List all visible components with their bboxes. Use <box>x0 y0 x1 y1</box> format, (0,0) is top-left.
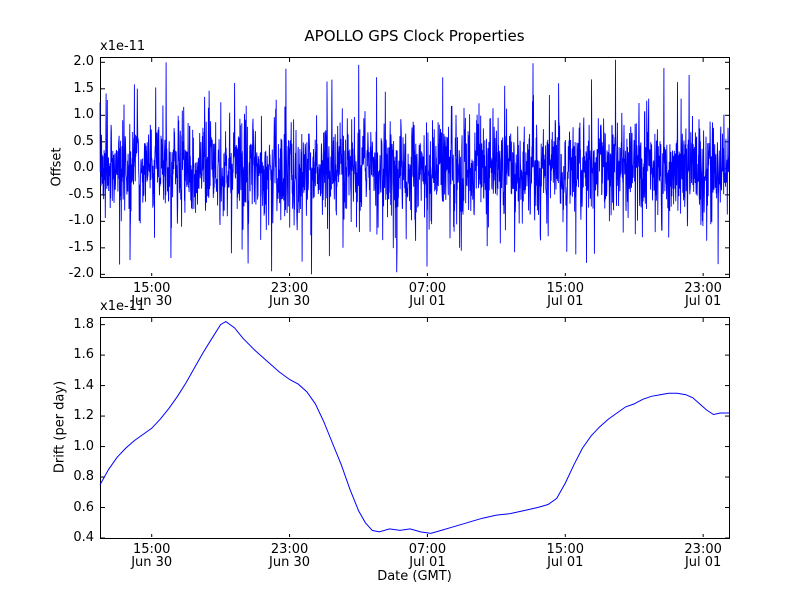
drift-ytick-label: 1.0 <box>73 438 94 454</box>
drift-xtick-date-label: Jun 30 <box>131 555 173 570</box>
drift-ytick-label: 1.2 <box>73 408 94 424</box>
offset-xtick-date-label: Jul 01 <box>684 294 722 309</box>
top-y-scale-label: x1e-11 <box>100 39 146 54</box>
drift-xtick-time-label: 07:00 <box>408 542 447 557</box>
offset-xtick-date-label: Jun 30 <box>269 294 311 309</box>
offset-ytick-label: -1.0 <box>68 213 94 229</box>
drift-xtick-time-label: 15:00 <box>132 542 171 557</box>
drift-xtick-time-label: 23:00 <box>270 542 309 557</box>
x-axis-label: Date (GMT) <box>377 569 452 584</box>
drift-ytick-label: 1.6 <box>73 347 94 363</box>
chart-title: APOLLO GPS Clock Properties <box>304 27 525 45</box>
offset-ytick-label: -2.0 <box>68 266 94 282</box>
offset-xtick-date-label: Jun 30 <box>131 294 173 309</box>
drift-series-line <box>99 321 729 534</box>
drift-xtick-date-label: Jul 01 <box>547 555 584 570</box>
drift-ytick-label: 0.6 <box>73 499 94 515</box>
offset-ytick-label: 0.5 <box>73 133 94 149</box>
offset-ytick-label: 2.0 <box>73 54 94 70</box>
offset-xtick-time-label: 15:00 <box>132 281 171 296</box>
drift-xtick-date-label: Jul 01 <box>409 555 446 570</box>
offset-ytick-label: 1.0 <box>73 107 94 123</box>
offset-series-line <box>99 59 730 275</box>
drift-xtick-time-label: 15:00 <box>546 542 585 557</box>
drift-ytick-label: 0.4 <box>73 530 94 545</box>
offset-ytick-label: -0.5 <box>68 186 94 202</box>
offset-xtick-time-label: 23:00 <box>270 281 309 296</box>
drift-frame <box>100 317 730 539</box>
drift-ytick-label: 0.8 <box>73 469 94 485</box>
offset-xtick-time-label: 23:00 <box>684 281 722 296</box>
offset-ytick-label: -1.5 <box>68 239 94 255</box>
offset-xtick-date-label: Jul 01 <box>409 294 446 309</box>
offset-xtick-time-label: 07:00 <box>408 281 447 296</box>
bottom-y-scale-label: x1e-11 <box>100 299 146 314</box>
drift-ytick-label: 1.8 <box>73 316 94 332</box>
offset-xtick-time-label: 15:00 <box>546 281 585 296</box>
offset-ytick-label: 1.5 <box>73 80 94 96</box>
drift-xtick-date-label: Jun 30 <box>269 555 311 570</box>
drift-axes <box>100 317 730 539</box>
offset-ytick-label: 0.0 <box>73 160 94 176</box>
offset-xtick-date-label: Jul 01 <box>547 294 584 309</box>
drift-xtick-time-label: 23:00 <box>684 542 722 557</box>
drift-ytick-label: 1.4 <box>73 377 94 393</box>
drift-xtick-date-label: Jul 01 <box>684 555 722 570</box>
